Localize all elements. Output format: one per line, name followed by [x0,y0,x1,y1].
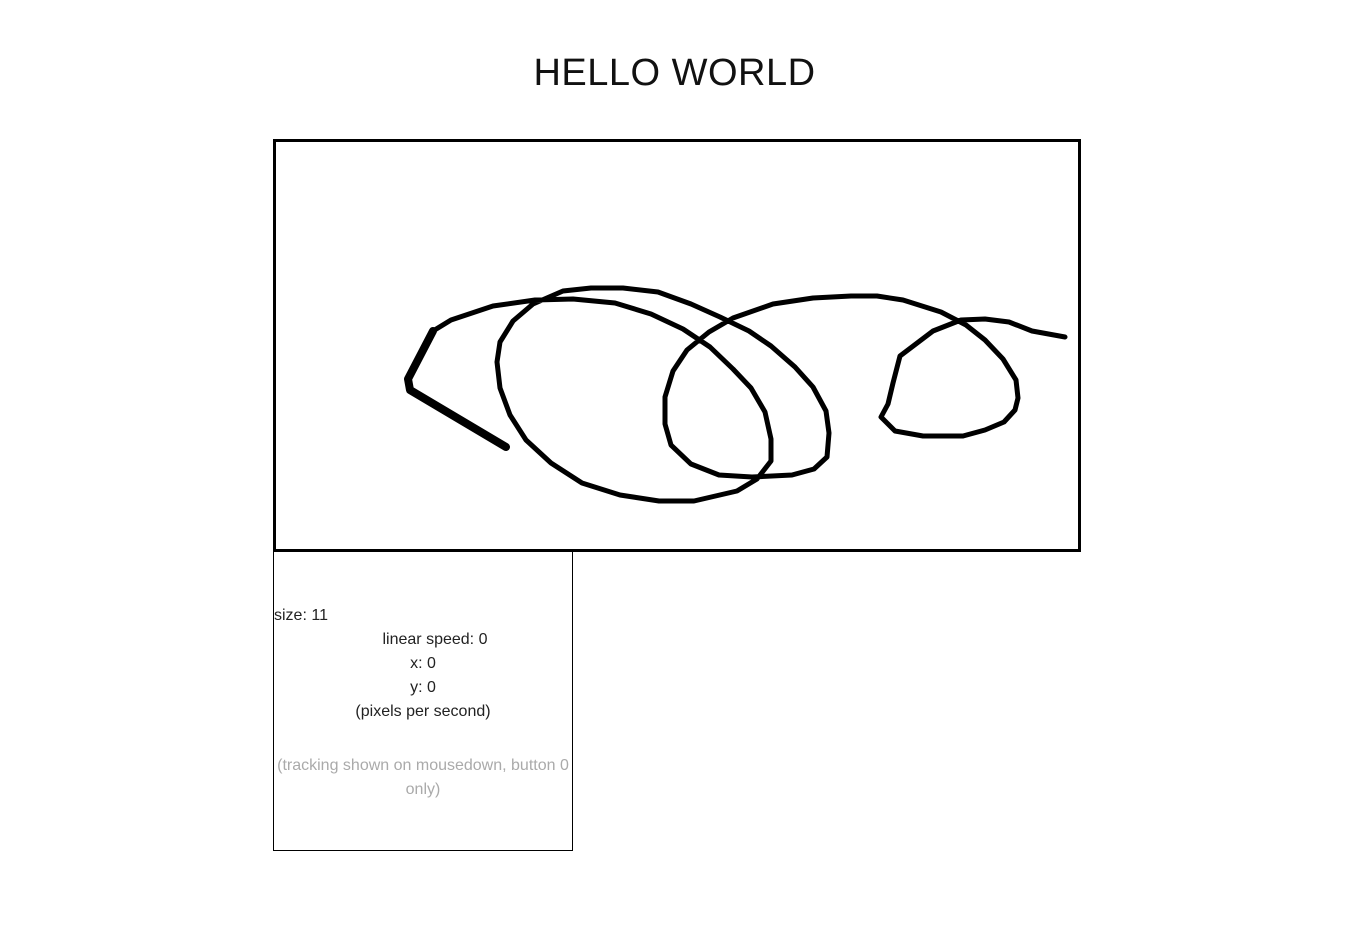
linear-speed-value: 0 [478,631,488,648]
y-readout: y: 0 [274,676,572,700]
x-value: 0 [427,655,436,672]
linear-speed-label: linear speed: [382,631,475,648]
size-value: 11 [311,607,328,624]
drawing-canvas[interactable] [273,139,1081,552]
stroke-main [430,285,1068,504]
page-title: HELLO WORLD [533,52,816,94]
y-label: y: [410,679,423,696]
size-label: size: [274,607,307,624]
stats-panel: size: 11 linear speed: 0 x: 0 y: 0 (pixe… [273,550,573,851]
linear-speed-readout: linear speed: 0 [274,628,572,652]
x-readout: x: 0 [274,652,572,676]
x-label: x: [410,655,423,672]
units-label: (pixels per second) [355,703,491,720]
tracking-hint: (tracking shown on mousedown, button 0 o… [277,757,569,798]
stroke-segment-thick [404,327,510,451]
y-value: 0 [427,679,436,696]
drawing-strokes [404,285,1068,504]
size-readout: size: 11 [274,604,328,628]
